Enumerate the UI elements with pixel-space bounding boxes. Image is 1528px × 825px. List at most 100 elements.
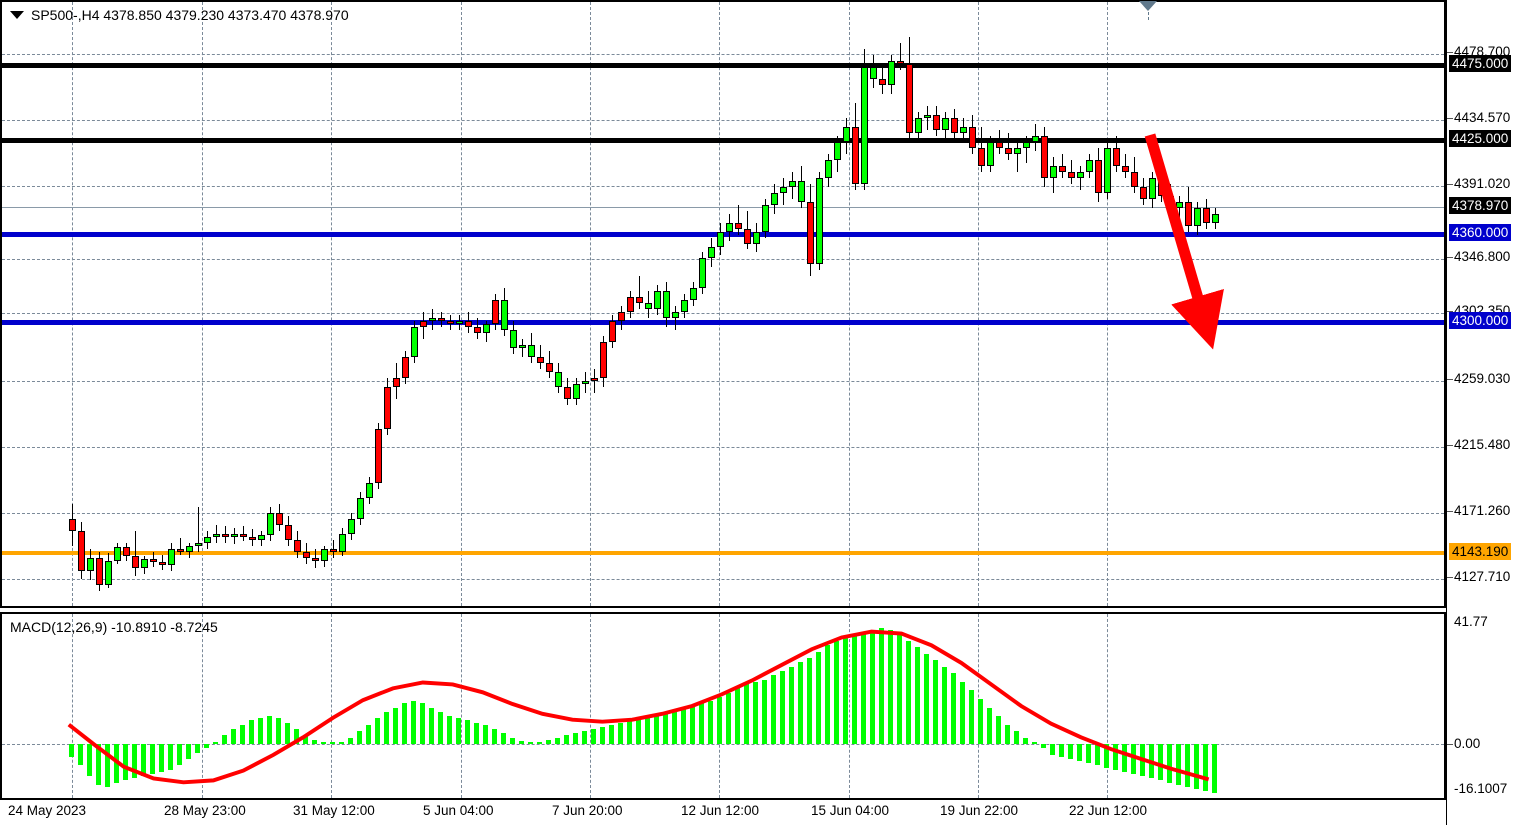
- price-tick-label-4171.260: 4171.260: [1454, 503, 1511, 518]
- macd-histogram-bar: [699, 703, 704, 744]
- collapse-triangle-icon[interactable]: [10, 11, 24, 19]
- macd-tick-label-41.77: 41.77: [1454, 614, 1488, 629]
- macd-histogram-bar: [348, 737, 353, 744]
- macd-histogram-bar: [546, 739, 551, 744]
- macd-vgrid-6: [849, 614, 850, 798]
- macd-histogram-bar: [177, 744, 182, 766]
- chart-symbol-header[interactable]: SP500-,H4 4378.850 4379.230 4373.470 437…: [10, 7, 349, 23]
- price-vgrid-3: [461, 2, 462, 606]
- price-chart-pane[interactable]: SP500-,H4 4378.850 4379.230 4373.470 437…: [0, 0, 1446, 608]
- macd-histogram-bar: [285, 722, 290, 744]
- price-vgrid-5: [719, 2, 720, 606]
- macd-histogram-bar: [303, 735, 308, 744]
- price-vgrid-2: [331, 2, 332, 606]
- macd-histogram-bar: [951, 673, 956, 744]
- macd-histogram-bar: [996, 716, 1001, 744]
- macd-histogram-bar: [825, 645, 830, 744]
- price-axis[interactable]: 4478.700 4434.570 4391.020 4346.800 4302.350…: [1446, 0, 1528, 825]
- macd-histogram-bar: [1203, 744, 1208, 792]
- price-hgrid-1: [2, 120, 1444, 121]
- level-line-4475.000[interactable]: [2, 63, 1444, 68]
- time-axis[interactable]: 24 May 2023 28 May 23:00 31 May 12:00 5 Jun…: [0, 801, 1446, 825]
- macd-histogram-bar: [330, 742, 335, 744]
- macd-histogram-bar: [159, 744, 164, 772]
- macd-histogram-bar: [1023, 737, 1028, 744]
- time-tick-label-3: 5 Jun 04:00: [423, 803, 494, 818]
- macd-histogram-bar: [1095, 744, 1100, 766]
- macd-histogram-bar: [717, 696, 722, 744]
- price-level-label-4378.970[interactable]: 4378.970: [1449, 197, 1512, 214]
- macd-histogram-bar: [843, 636, 848, 744]
- price-tick: [1447, 379, 1453, 380]
- macd-histogram-bar: [708, 701, 713, 744]
- macd-histogram-bar: [681, 707, 686, 744]
- macd-vgrid-1: [202, 614, 203, 798]
- macd-histogram-bar: [69, 744, 74, 757]
- price-hgrid-3: [2, 259, 1444, 260]
- macd-plot-area[interactable]: [2, 614, 1444, 798]
- level-line-4143.190[interactable]: [2, 551, 1444, 555]
- price-tick-label-4391.020: 4391.020: [1454, 176, 1511, 191]
- macd-histogram-bar: [1158, 744, 1163, 781]
- chart-position-marker-icon[interactable]: [1139, 1, 1157, 11]
- price-level-label-4425.000[interactable]: 4425.000: [1449, 130, 1512, 147]
- macd-histogram-bar: [168, 744, 173, 770]
- macd-tick-label-0.00: 0.00: [1454, 736, 1481, 751]
- macd-histogram-bar: [195, 744, 200, 753]
- price-hgrid-4: [2, 313, 1444, 314]
- macd-histogram-bar: [672, 709, 677, 744]
- price-plot-area[interactable]: [2, 2, 1444, 606]
- macd-histogram-bar: [150, 744, 155, 775]
- macd-histogram-bar: [969, 690, 974, 744]
- macd-histogram-bar: [294, 728, 299, 744]
- price-tick-label-4127.710: 4127.710: [1454, 569, 1511, 584]
- candlestick-series: [2, 2, 1444, 606]
- macd-histogram-bar: [1113, 744, 1118, 770]
- macd-histogram-bar: [879, 628, 884, 744]
- macd-indicator-pane[interactable]: MACD(12,26,9) -10.8910 -8.7245: [0, 612, 1446, 800]
- level-line-4300.000[interactable]: [2, 320, 1444, 325]
- price-vgrid-7: [978, 2, 979, 606]
- macd-histogram-bar: [492, 728, 497, 744]
- macd-label: MACD(12,26,9) -10.8910 -8.7245: [10, 619, 218, 635]
- macd-histogram-bar: [510, 737, 515, 744]
- macd-histogram-bar: [690, 705, 695, 744]
- macd-histogram-bar: [852, 634, 857, 744]
- price-hgrid-8: [2, 579, 1444, 580]
- price-tick: [1447, 257, 1453, 258]
- price-level-label-4143.190[interactable]: 4143.190: [1449, 543, 1512, 560]
- macd-histogram-bar: [438, 711, 443, 744]
- macd-tick: [1447, 744, 1453, 745]
- price-tick: [1447, 184, 1453, 185]
- macd-histogram-bar: [186, 744, 191, 760]
- level-line-4425.000[interactable]: [2, 138, 1444, 143]
- macd-histogram-bar: [753, 681, 758, 744]
- price-tick-label-4434.570: 4434.570: [1454, 110, 1511, 125]
- macd-histogram-bar: [141, 744, 146, 777]
- price-level-label-4300.000[interactable]: 4300.000: [1449, 312, 1512, 329]
- chart-title-text: SP500-,H4 4378.850 4379.230 4373.470 437…: [31, 7, 349, 23]
- macd-histogram-bar: [1167, 744, 1172, 783]
- price-level-label-4475.000[interactable]: 4475.000: [1449, 55, 1512, 72]
- macd-histogram-bar: [483, 724, 488, 744]
- macd-histogram-bar: [645, 716, 650, 744]
- macd-histogram-bar: [1122, 744, 1127, 772]
- macd-histogram-bar: [1041, 744, 1046, 749]
- price-vgrid-6: [849, 2, 850, 606]
- macd-histogram-bar: [258, 718, 263, 744]
- time-tick-label-8: 22 Jun 12:00: [1069, 803, 1148, 818]
- price-vgrid-1: [202, 2, 203, 606]
- macd-histogram-bar: [402, 703, 407, 744]
- macd-histogram-bar: [789, 666, 794, 744]
- macd-histogram-bar: [78, 744, 83, 766]
- macd-histogram-bar: [87, 744, 92, 777]
- macd-histogram-bar: [1086, 744, 1091, 764]
- macd-histogram-bar: [537, 741, 542, 744]
- price-tick: [1447, 445, 1453, 446]
- macd-histogram-bar: [465, 720, 470, 744]
- time-tick-label-5: 12 Jun 12:00: [681, 803, 760, 818]
- macd-histogram-bar: [213, 741, 218, 744]
- macd-histogram-bar: [654, 713, 659, 744]
- macd-histogram-bar: [240, 724, 245, 744]
- price-level-label-4360.000[interactable]: 4360.000: [1449, 224, 1512, 241]
